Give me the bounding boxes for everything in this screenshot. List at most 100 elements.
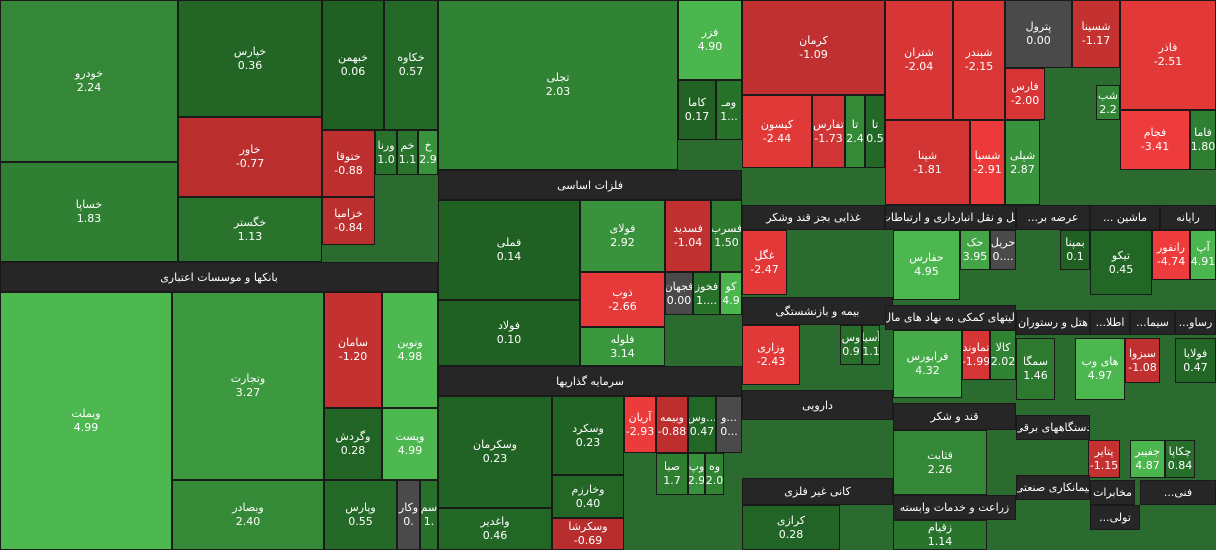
tile-name: وبملت — [71, 407, 101, 420]
tile-name: فاذر — [1158, 41, 1178, 54]
sector-banner: دارویی — [742, 390, 893, 420]
sector-banner: رساو... — [1175, 310, 1216, 335]
tile-value: 0.28 — [340, 444, 366, 457]
tile-value: 4.99 — [397, 444, 423, 457]
tile: شپنا -1.81 — [885, 120, 970, 205]
tile: فسرب 1.50 — [711, 200, 742, 272]
tile-value: 2.2 — [1099, 102, 1117, 116]
tile: واغدیر 0.46 — [438, 508, 552, 550]
tile-name: فولاد — [497, 319, 521, 332]
sector-title: مل و نقل انبارداری و ارتباطات — [885, 211, 1016, 224]
tile-value: 4.97 — [1087, 369, 1113, 382]
tile: ورنا 1.0 — [375, 130, 397, 175]
tile-value: 1.14 — [927, 535, 953, 548]
tile-name: وسکرد — [572, 421, 604, 435]
tile-name: خساپا — [75, 198, 103, 211]
tile-value: -0.77 — [235, 157, 265, 170]
tile-name: تماوند — [962, 341, 990, 354]
tile: سم 1. — [420, 480, 438, 550]
tile-name: سم — [420, 501, 438, 514]
tile-name: فلوله — [610, 332, 635, 346]
tile: تفارس -1.73 — [812, 95, 845, 168]
tile: وزاری -2.43 — [742, 325, 800, 385]
tile-value: 1.1 — [398, 152, 417, 166]
tile: شسپا -2.91 — [970, 120, 1005, 205]
sector-title: قند و شکر — [930, 410, 979, 423]
tile-name: وتجارت — [230, 372, 266, 385]
sector-banner: مل و نقل انبارداری و ارتباطات — [885, 205, 1016, 230]
tile-value: 2.26 — [927, 462, 953, 476]
sector-title: اطلا... — [1095, 316, 1125, 329]
sector-banner: سرمایه گذاریها — [438, 366, 742, 396]
tile-value: 2.02 — [990, 355, 1016, 368]
sector-title: عرضه بر... — [1027, 211, 1079, 224]
tile-name: ختوقا — [336, 149, 361, 163]
sector-title: دستگاههای برقی — [1016, 421, 1090, 434]
tile: تا 2.4 — [845, 95, 865, 168]
tile-value: -1.81 — [913, 162, 942, 176]
tile: سامان -1.20 — [324, 292, 382, 408]
tile-name: شسپا — [974, 148, 1001, 162]
tile-value: 0.47 — [689, 424, 715, 438]
tile-value: 0.45 — [1108, 262, 1134, 276]
tile: خگستر 1.13 — [178, 197, 322, 262]
tile-name: تا — [851, 117, 859, 131]
tile-name: کاما — [688, 96, 706, 109]
tile: وه 2.0 — [705, 453, 724, 495]
tile-name: وپارس — [345, 501, 376, 514]
tile: تماوند -1.99 — [962, 330, 990, 380]
tile-value: 0.23 — [575, 435, 601, 449]
tile-name: فجام — [1143, 126, 1167, 139]
tile-name: فسدید — [673, 222, 703, 235]
tile-name: خودرو — [74, 67, 103, 80]
tile-value: -1.73 — [814, 131, 843, 145]
tile: های وب 4.97 — [1075, 338, 1125, 400]
tile-value: 1... — [720, 110, 738, 123]
tile-value: -1.15 — [1089, 459, 1119, 472]
tile-value: -0.69 — [573, 534, 603, 547]
tile: زقیام 1.14 — [893, 520, 987, 550]
tile-value: -2.93 — [625, 424, 655, 438]
tile-value: -1.04 — [673, 236, 703, 249]
tile: کرازی 0.28 — [742, 505, 840, 550]
tile: خپارس 0.36 — [178, 0, 322, 117]
tile: شپلی 2.87 — [1005, 120, 1040, 205]
tile-value: 0.40 — [575, 496, 601, 510]
sector-banner: فنی... — [1140, 480, 1216, 505]
tile: فملی 0.14 — [438, 200, 580, 300]
tile-value: -2.00 — [1010, 94, 1040, 107]
sector-title: سرمایه گذاریها — [556, 374, 624, 388]
tile-name: پترول — [1025, 20, 1052, 33]
tile-value: 1.1 — [862, 345, 880, 358]
tile: فسدید -1.04 — [665, 200, 711, 272]
tile-name: شتران — [904, 46, 934, 59]
tile-value: 0.36 — [237, 58, 263, 72]
sector-title: بانکها و موسسات اعتباری — [160, 270, 278, 284]
tile-name: وزاری — [757, 341, 785, 354]
tile-name: شسینا — [1081, 20, 1111, 33]
tile-name: جفیبر — [1134, 445, 1161, 458]
tile-value: 0.00 — [1026, 34, 1051, 47]
tile-name: تجلی — [546, 71, 570, 84]
tile: خاور -0.77 — [178, 117, 322, 197]
tile-name: خاور — [239, 143, 261, 156]
tile-value: 3.95 — [962, 250, 988, 263]
tile-name: وبیمه — [660, 410, 684, 424]
tile: کرمان -1.09 — [742, 0, 885, 95]
tile-name: وخارزم — [571, 482, 605, 496]
tile: ذوب -2.66 — [580, 272, 665, 327]
tile: بمپنا 0.1 — [1060, 230, 1090, 270]
tile-name: زقیام — [927, 521, 953, 534]
tile: وپارس 0.55 — [324, 480, 397, 550]
tile-value: 0. — [403, 515, 414, 528]
tile: فاذر -2.51 — [1120, 0, 1216, 110]
tile: تجلی 2.03 — [438, 0, 678, 170]
tile: وپست 4.99 — [382, 408, 438, 480]
sector-title: هتل و رستوران — [1018, 316, 1088, 329]
tile-name: وسکرمان — [473, 438, 517, 451]
tile: چکاپا 0.84 — [1165, 440, 1195, 478]
sector-banner: پیمانکاری صنعتی — [1016, 475, 1090, 500]
tile-value: -2.44 — [762, 131, 792, 145]
tile-name: خکاوه — [397, 51, 425, 64]
tile-value: 3.14 — [610, 346, 635, 360]
